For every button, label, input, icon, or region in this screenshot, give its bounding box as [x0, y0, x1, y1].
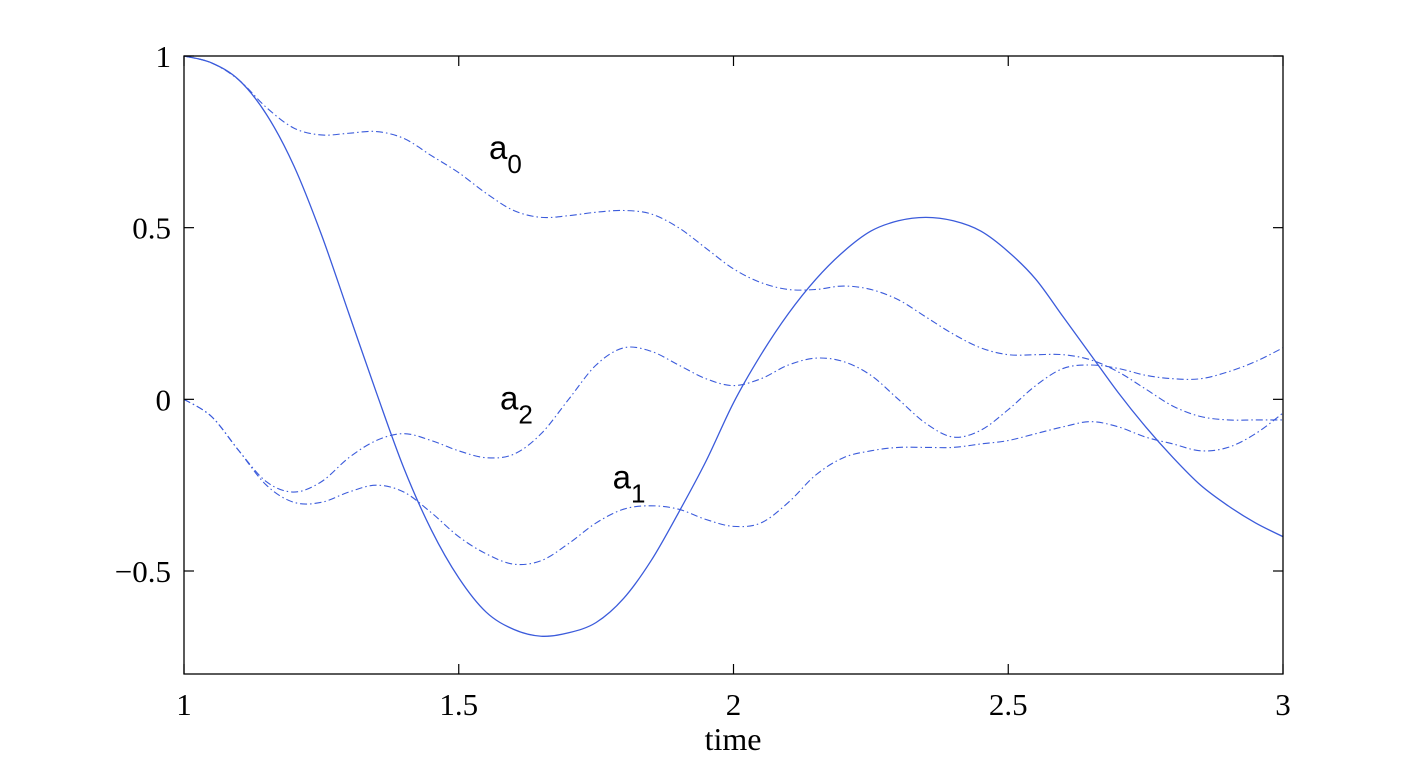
x-axis-title: time [705, 721, 762, 757]
series-layer [183, 55, 1284, 637]
y-tick-label: 1 [156, 39, 172, 74]
series-label-a2: a2 [500, 380, 533, 430]
series-line-solid [183, 55, 1284, 637]
x-tick-label: 2 [726, 687, 742, 722]
series-line-a1 [183, 398, 1284, 566]
series-line-a0 [183, 55, 1283, 421]
series-line-a2 [183, 346, 1284, 493]
axis-ticks: 1 1.5 2 2.5 3 1 0.5 0 −0.5 [115, 39, 1291, 722]
x-tick-label: 1.5 [439, 687, 478, 722]
plot-frame [183, 55, 1284, 675]
y-tick-label: 0.5 [132, 211, 171, 246]
x-tick-label: 2.5 [989, 687, 1028, 722]
series-annotations: a0 a1 a2 [489, 129, 645, 509]
series-label-a0: a0 [489, 129, 522, 179]
x-tick-label: 3 [1275, 687, 1291, 722]
series-label-a1: a1 [613, 459, 646, 509]
y-tick-label: 0 [156, 382, 172, 417]
x-tick-label: 1 [176, 687, 192, 722]
y-tick-label: −0.5 [115, 554, 171, 589]
